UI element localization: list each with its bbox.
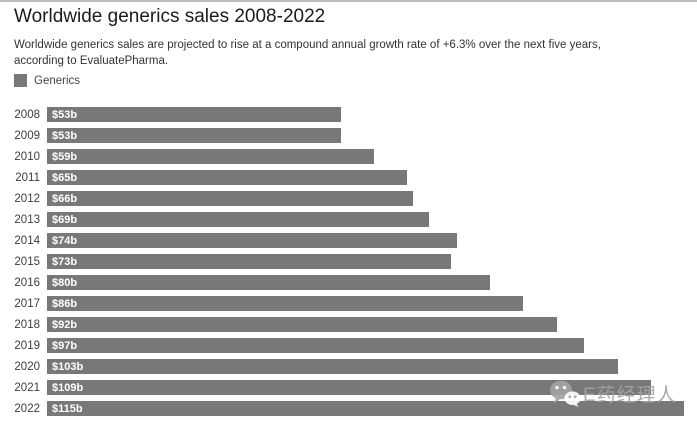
bar-track: $73b <box>47 254 684 269</box>
legend-label: Generics <box>34 74 81 87</box>
bar: $59b <box>47 149 374 164</box>
bar-row: 2012 $66b <box>0 191 697 206</box>
bar: $103b <box>47 359 618 374</box>
bar: $65b <box>47 170 408 185</box>
bar-row: 2014 $74b <box>0 233 697 248</box>
bar-track: $86b <box>47 296 684 311</box>
bar: $66b <box>47 191 413 206</box>
bar-value-label: $65b <box>52 171 78 184</box>
bar-value-label: $53b <box>52 129 78 142</box>
bar-value-label: $97b <box>52 339 78 352</box>
bar-track: $66b <box>47 191 684 206</box>
bar-value-label: $103b <box>52 360 84 373</box>
year-label: 2021 <box>14 381 40 394</box>
year-label: 2017 <box>14 297 40 310</box>
bar-row: 2009 $53b <box>0 128 697 143</box>
year-label: 2010 <box>14 150 40 163</box>
bar-row: 2018 $92b <box>0 317 697 332</box>
year-label: 2019 <box>14 339 40 352</box>
bar-row: 2013 $69b <box>0 212 697 227</box>
year-label: 2016 <box>14 276 40 289</box>
bar-track: $103b <box>47 359 684 374</box>
bar-value-label: $53b <box>52 108 78 121</box>
bar-track: $53b <box>47 128 684 143</box>
bar-rows: 2008 $53b 2009 $53b 2010 $59b 2011 $65b <box>0 107 697 416</box>
year-label: 2022 <box>14 402 40 415</box>
bar-row: 2011 $65b <box>0 170 697 185</box>
bar-track: $97b <box>47 338 684 353</box>
bar-row: 2016 $80b <box>0 275 697 290</box>
legend: Generics <box>14 74 80 87</box>
bar-value-label: $59b <box>52 150 78 163</box>
bar-row: 2019 $97b <box>0 338 697 353</box>
bar-row: 2022 $115b <box>0 401 697 416</box>
bar-value-label: $69b <box>52 213 78 226</box>
bar: $86b <box>47 296 524 311</box>
bar-row: 2017 $86b <box>0 296 697 311</box>
year-label: 2012 <box>14 192 40 205</box>
year-label: 2018 <box>14 318 40 331</box>
legend-swatch <box>14 74 27 87</box>
bar: $80b <box>47 275 491 290</box>
bar-row: 2010 $59b <box>0 149 697 164</box>
bar-value-label: $80b <box>52 276 78 289</box>
bar-track: $69b <box>47 212 684 227</box>
year-label: 2008 <box>14 108 40 121</box>
bar-track: $115b <box>47 401 684 416</box>
bar-track: $59b <box>47 149 684 164</box>
year-label: 2013 <box>14 213 40 226</box>
bar: $74b <box>47 233 457 248</box>
bar: $69b <box>47 212 430 227</box>
bar-value-label: $73b <box>52 255 78 268</box>
chart-subtitle: Worldwide generics sales are projected t… <box>14 39 601 68</box>
bar: $97b <box>47 338 585 353</box>
year-label: 2020 <box>14 360 40 373</box>
bar: $73b <box>47 254 452 269</box>
bar: $115b <box>47 401 684 416</box>
year-label: 2015 <box>14 255 40 268</box>
bar-track: $92b <box>47 317 684 332</box>
bar-row: 2020 $103b <box>0 359 697 374</box>
bar: $53b <box>47 128 341 143</box>
year-label: 2011 <box>15 171 40 184</box>
bar: $92b <box>47 317 557 332</box>
bar: $53b <box>47 107 341 122</box>
bar-row: 2008 $53b <box>0 107 697 122</box>
bar-row: 2015 $73b <box>0 254 697 269</box>
bar-chart: 2008 $53b 2009 $53b 2010 $59b 2011 $65b <box>0 107 697 422</box>
bar-track: $53b <box>47 107 684 122</box>
bar-track: $109b <box>47 380 684 395</box>
bar-row: 2021 $109b <box>0 380 697 395</box>
bar-track: $65b <box>47 170 684 185</box>
year-label: 2009 <box>14 129 40 142</box>
bar: $109b <box>47 380 651 395</box>
year-label: 2014 <box>14 234 40 247</box>
bar-track: $74b <box>47 233 684 248</box>
bar-value-label: $115b <box>52 402 83 415</box>
bar-value-label: $74b <box>52 234 78 247</box>
bar-value-label: $92b <box>52 318 78 331</box>
bar-value-label: $86b <box>52 297 78 310</box>
chart-title: Worldwide generics sales 2008-2022 <box>14 6 326 27</box>
bar-value-label: $109b <box>52 381 84 394</box>
bar-value-label: $66b <box>52 192 78 205</box>
bar-track: $80b <box>47 275 684 290</box>
